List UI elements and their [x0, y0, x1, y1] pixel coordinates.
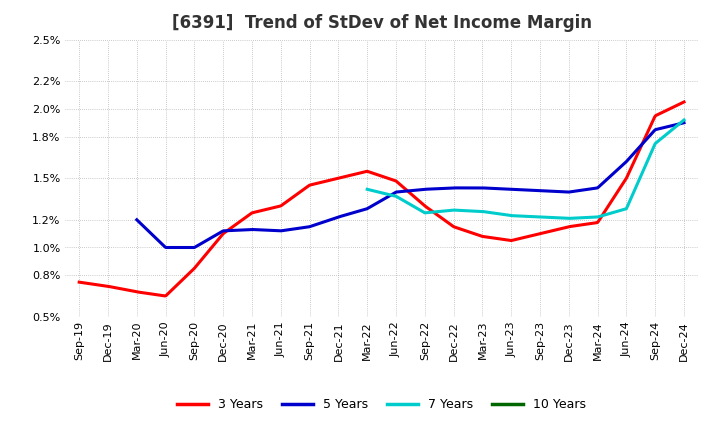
- 7 Years: [549, 215, 558, 220]
- 5 Years: [132, 217, 141, 222]
- 7 Years: [564, 216, 573, 221]
- 5 Years: [680, 120, 688, 125]
- Title: [6391]  Trend of StDev of Net Income Margin: [6391] Trend of StDev of Net Income Marg…: [171, 15, 592, 33]
- 5 Years: [230, 227, 239, 233]
- 5 Years: [162, 245, 171, 250]
- 3 Years: [231, 222, 240, 227]
- Line: 3 Years: 3 Years: [79, 102, 684, 296]
- Line: 7 Years: 7 Years: [367, 120, 684, 218]
- 3 Years: [480, 234, 488, 239]
- 5 Years: [456, 185, 464, 191]
- 3 Years: [349, 172, 358, 177]
- 7 Years: [680, 117, 688, 123]
- 7 Years: [575, 215, 584, 220]
- 3 Years: [432, 212, 441, 217]
- 3 Years: [161, 293, 169, 299]
- 7 Years: [444, 208, 453, 213]
- Legend: 3 Years, 5 Years, 7 Years, 10 Years: 3 Years, 5 Years, 7 Years, 10 Years: [172, 393, 591, 416]
- 3 Years: [680, 99, 688, 105]
- 7 Years: [363, 187, 372, 192]
- 3 Years: [531, 232, 540, 237]
- 3 Years: [75, 279, 84, 285]
- 7 Years: [602, 212, 611, 217]
- 7 Years: [419, 209, 428, 215]
- 5 Years: [274, 228, 283, 233]
- 5 Years: [381, 196, 390, 201]
- 3 Years: [183, 272, 192, 278]
- Line: 5 Years: 5 Years: [137, 123, 684, 247]
- 5 Years: [545, 188, 554, 194]
- 7 Years: [506, 213, 515, 218]
- 5 Years: [499, 186, 508, 191]
